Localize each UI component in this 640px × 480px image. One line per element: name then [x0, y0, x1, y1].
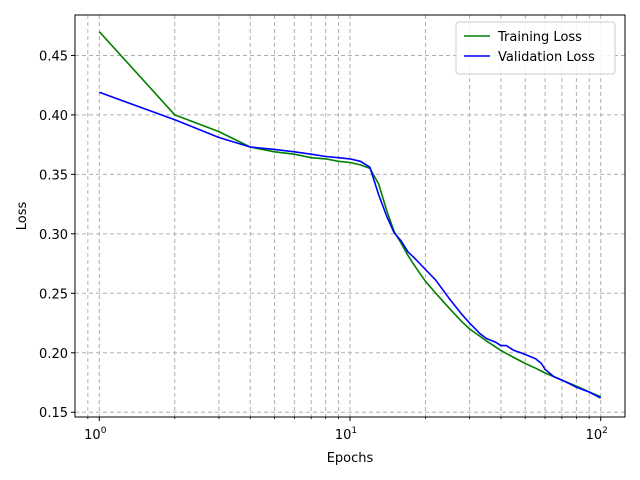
y-tick-label: 0.15 [39, 406, 68, 421]
legend-box [455, 21, 616, 75]
x-tick-label: 102 [586, 426, 608, 443]
legend-label: Validation Loss [498, 50, 595, 65]
legend: Training Loss Validation Loss [455, 21, 616, 75]
grid [75, 15, 625, 417]
y-tick-label: 0.45 [39, 49, 68, 64]
x-axis-label: Epochs [327, 451, 374, 466]
series-line-validation [99, 91, 602, 399]
legend-label: Training Loss [497, 30, 582, 45]
y-tick-label: 0.35 [39, 168, 68, 183]
y-axis-label: Loss [15, 202, 30, 231]
y-tick-label: 0.40 [39, 109, 68, 124]
plot-area [74, 14, 626, 418]
y-tick-label: 0.25 [39, 287, 68, 302]
x-tick-label: 101 [335, 426, 357, 443]
series-lines [98, 31, 602, 399]
axis-ticks: 100 101 102 0.15 0.20 0.25 0.30 0.35 0.40 0.45 [39, 49, 608, 443]
x-tick-label: 100 [84, 426, 107, 443]
series-line-training [98, 31, 602, 398]
y-tick-label: 0.30 [39, 228, 68, 243]
y-tick-label: 0.20 [39, 347, 68, 362]
